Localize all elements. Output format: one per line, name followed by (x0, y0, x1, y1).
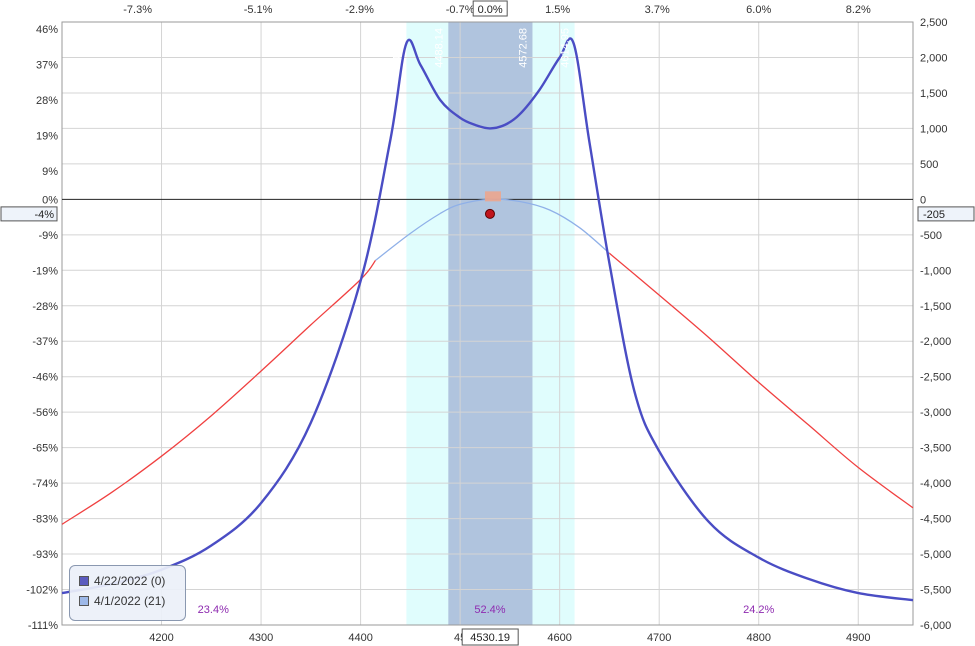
right-pl-tick-label: -4,500 (920, 514, 951, 526)
top-percent-tick-label: 8.2% (846, 4, 871, 16)
left-percent-tick-label: -37% (32, 336, 58, 348)
legend-label-expiration: 4/22/2022 (0) (94, 574, 166, 588)
current-pl-value-box (917, 206, 975, 222)
right-pl-tick-label: -4,000 (920, 478, 951, 490)
right-pl-tick-label: -3,500 (920, 443, 951, 455)
strike-label: 4488.14 (433, 28, 445, 68)
left-percent-tick-label: -65% (32, 443, 58, 455)
right-pl-tick-label: -2,500 (920, 372, 951, 384)
legend-swatch-today (79, 596, 89, 606)
left-percent-tick-label: 28% (36, 95, 58, 107)
left-percent-tick-label: 37% (36, 60, 58, 72)
right-pl-tick-label: -1,000 (920, 265, 951, 277)
top-percent-tick-label: 3.7% (645, 4, 670, 16)
right-pl-tick-label: 1,500 (920, 88, 948, 100)
left-percent-tick-label: -102% (26, 585, 58, 597)
x-tick-label: 4400 (348, 632, 372, 644)
current-percent-box (472, 0, 508, 17)
x-tick-label: 4300 (249, 632, 273, 644)
top-percent-tick-label: -5.1% (244, 4, 273, 16)
top-percent-tick-label: -7.3% (123, 4, 152, 16)
legend-item-today[interactable]: 4/1/2022 (21) (79, 594, 165, 608)
left-percent-tick-label: -19% (32, 265, 58, 277)
breakeven-marker (484, 191, 501, 202)
x-tick-label: 4700 (647, 632, 671, 644)
right-pl-tick-label: -500 (920, 230, 942, 242)
top-percent-tick-label: 1.5% (545, 4, 570, 16)
left-percent-tick-label: 0% (42, 194, 58, 206)
series-today-right-line (608, 252, 914, 509)
current-price-box (461, 628, 519, 646)
top-percent-tick-label: -0.7% (446, 4, 475, 16)
strike-label: 4445.87 (391, 28, 403, 68)
left-percent-tick-label: -111% (28, 620, 58, 632)
top-percent-tick-label: 6.0% (746, 4, 771, 16)
right-pl-tick-label: -5,500 (920, 585, 951, 597)
left-percent-tick-label: -46% (32, 372, 58, 384)
right-pl-tick-label: -5,000 (920, 549, 951, 561)
left-percent-tick-label: 9% (42, 166, 58, 178)
left-percent-tick-label: -28% (32, 301, 58, 313)
current-position-marker (484, 208, 495, 219)
right-pl-tick-label: -3,000 (920, 407, 951, 419)
strike-label: 4614.95 (560, 28, 572, 68)
right-pl-tick-label: 500 (920, 159, 938, 171)
left-percent-tick-label: -56% (32, 407, 58, 419)
right-pl-tick-label: 2,000 (920, 52, 948, 64)
left-percent-tick-label: -83% (32, 514, 58, 526)
current-price-label: 4530.19 (470, 632, 510, 644)
probability-label: 52.4% (474, 604, 505, 616)
current-percent-label: 0.0% (478, 4, 503, 16)
chart-legend[interactable]: 4/22/2022 (0) 4/1/2022 (21) (69, 565, 186, 621)
right-pl-tick-label: -6,000 (920, 620, 951, 632)
right-pl-tick-label: -1,500 (920, 301, 951, 313)
probability-label: 23.4% (198, 604, 229, 616)
series-today-left-line (61, 260, 377, 525)
x-tick-label: 4200 (149, 632, 173, 644)
current-percent-value-label: -4% (34, 209, 54, 221)
right-pl-tick-label: 2,500 (920, 17, 948, 29)
top-percent-tick-label: -2.9% (345, 4, 374, 16)
plot-frame (61, 21, 914, 626)
left-percent-tick-label: -93% (32, 549, 58, 561)
left-percent-tick-label: -9% (38, 230, 58, 242)
right-pl-tick-label: 0 (920, 194, 926, 206)
x-tick-label: 4600 (547, 632, 571, 644)
current-percent-value-box (0, 206, 58, 222)
shaded-region-1 (448, 22, 533, 625)
left-percent-tick-label: -74% (32, 478, 58, 490)
x-tick-label: 4900 (846, 632, 870, 644)
probability-label: 24.2% (743, 604, 774, 616)
legend-label-today: 4/1/2022 (21) (94, 594, 166, 608)
right-pl-tick-label: 1,000 (920, 123, 948, 135)
strike-label: 4572.68 (517, 28, 529, 68)
legend-swatch-expiration (79, 576, 89, 586)
legend-item-expiration[interactable]: 4/22/2022 (0) (79, 574, 165, 588)
current-pl-value-label: -205 (923, 209, 945, 221)
x-tick-label: 4800 (746, 632, 770, 644)
left-percent-tick-label: 46% (36, 24, 58, 36)
series-expiration-line (61, 37, 914, 602)
left-percent-tick-label: 19% (36, 131, 58, 143)
right-pl-tick-label: -2,000 (920, 336, 951, 348)
